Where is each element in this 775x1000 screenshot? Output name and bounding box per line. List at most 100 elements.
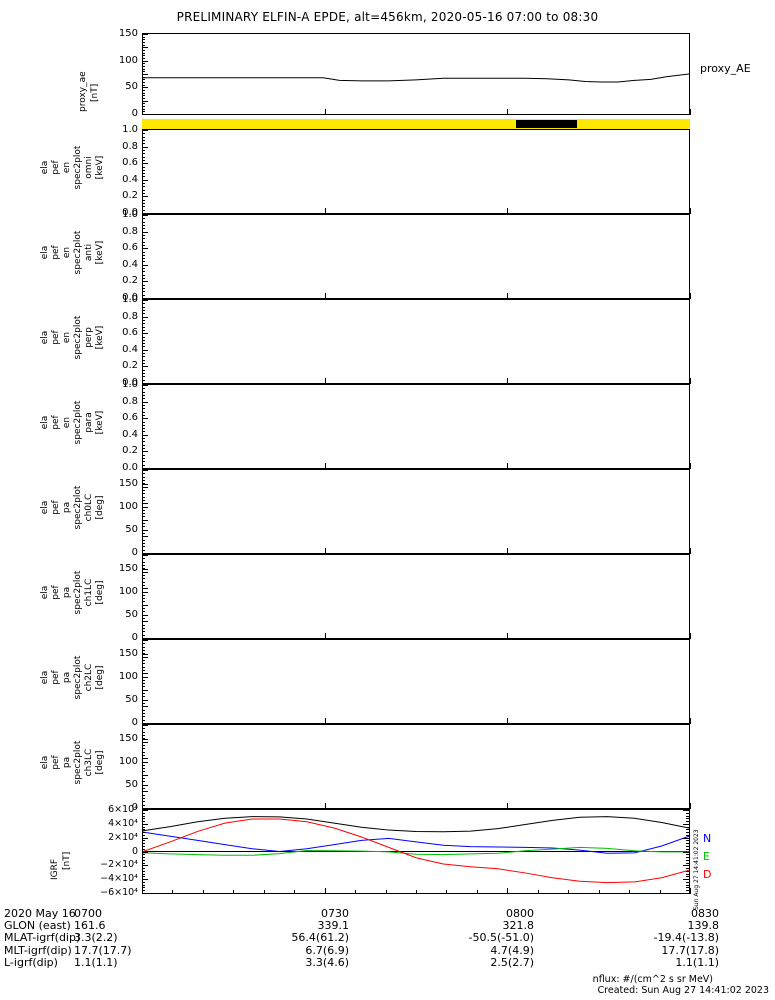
ytick-minor xyxy=(142,631,145,633)
ytick-minor xyxy=(142,251,145,253)
panel-ela-pef-pa-ch3lc xyxy=(142,724,690,809)
ytick-minor xyxy=(142,34,148,35)
ytick-minor xyxy=(142,36,145,38)
ytick-minor xyxy=(142,499,145,501)
ytick-minor xyxy=(142,241,145,243)
ytick-minor xyxy=(142,818,145,820)
ytick-mark xyxy=(142,761,148,763)
ytick-minor xyxy=(142,268,145,270)
proxy-ae-right-label: proxy_AE xyxy=(700,62,751,75)
ytick-minor xyxy=(142,68,145,70)
xtick-mark xyxy=(690,293,691,299)
xtick-mark xyxy=(507,803,509,809)
ytick-minor xyxy=(142,843,145,845)
ytick-minor xyxy=(142,98,145,99)
axis-label-line: pa xyxy=(62,756,72,769)
ytick-minor-right xyxy=(686,826,689,828)
ytick-minor xyxy=(142,496,145,498)
ytick-minor-right xyxy=(686,862,689,864)
ytick-label: 6×10⁴ xyxy=(108,804,138,815)
ytick-minor xyxy=(142,659,145,661)
ytick-minor-right xyxy=(683,893,689,894)
ytick-label: 100 xyxy=(118,585,138,597)
ytick-minor xyxy=(142,156,145,158)
ytick-minor xyxy=(142,363,145,365)
table-cell: -19.4(-13.8) xyxy=(653,931,719,945)
ytick-minor xyxy=(142,258,145,260)
ytick-minor xyxy=(142,669,145,671)
xtick-mark xyxy=(142,109,143,115)
ytick-minor xyxy=(142,391,145,393)
ytick-minor xyxy=(142,306,145,308)
axis-label-line: spec2plot xyxy=(73,315,83,360)
xtick-mark xyxy=(324,803,326,809)
ytick-minor xyxy=(142,176,145,178)
ytick-minor xyxy=(142,44,145,46)
ytick-minor xyxy=(142,95,145,97)
ytick-minor xyxy=(142,553,148,554)
ytick-minor xyxy=(142,383,148,384)
ytick-minor xyxy=(142,414,145,416)
ytick-label: 1.0 xyxy=(122,294,138,305)
ytick-minor xyxy=(142,666,145,668)
xtick-mark xyxy=(507,463,509,469)
ytick-minor xyxy=(142,862,145,864)
ytick-minor xyxy=(142,519,148,521)
ytick-minor xyxy=(142,199,145,201)
ytick-minor xyxy=(142,111,145,113)
ytick-minor xyxy=(142,543,145,545)
ytick-minor xyxy=(142,574,145,576)
ytick-minor xyxy=(142,166,145,168)
ytick-minor xyxy=(142,686,145,688)
ytick-minor xyxy=(142,404,145,406)
ytick-minor xyxy=(142,493,145,495)
ytick-label: 100 xyxy=(118,54,138,66)
panel-ela-pef-en-perp xyxy=(142,299,690,384)
ytick-minor xyxy=(142,854,145,856)
xtick-minor xyxy=(416,890,417,894)
series-D xyxy=(143,818,689,884)
ytick-minor-right xyxy=(686,884,689,886)
xtick-mark xyxy=(690,109,691,115)
ytick-label: 0.2 xyxy=(122,360,138,372)
ytick-mark xyxy=(142,676,148,678)
ytick-minor xyxy=(142,444,145,446)
axis-label-line: pef xyxy=(51,755,61,770)
ytick-minor xyxy=(142,326,145,328)
ytick-label: 2×10⁴ xyxy=(108,831,138,843)
axis-label-line: en xyxy=(62,331,72,344)
ytick-minor xyxy=(142,398,145,400)
science-zone-strip xyxy=(142,119,690,129)
axis-label-line: pef xyxy=(51,160,61,175)
axis-label-line: pa xyxy=(62,671,72,684)
ytick-minor xyxy=(142,713,145,715)
xtick-mark xyxy=(690,718,691,724)
axis-label-line: ela xyxy=(40,500,50,515)
ytick-label: 0.0 xyxy=(122,377,138,388)
panel-ela-pef-pa-ch0lc xyxy=(142,469,690,554)
ytick-minor xyxy=(142,893,148,894)
ytick-minor xyxy=(142,741,148,743)
table-cell: 6.7(6.9) xyxy=(305,943,349,957)
ytick-minor xyxy=(142,428,145,430)
ytick-minor xyxy=(142,333,148,335)
ytick-minor xyxy=(142,303,145,305)
ytick-label: 100 xyxy=(118,755,138,767)
ytick-label: 0.6 xyxy=(122,157,138,169)
ytick-minor xyxy=(142,881,145,883)
panel-ela-pef-pa-ch1lc xyxy=(142,554,690,639)
axis-label-line: pef xyxy=(51,500,61,515)
xtick-mark xyxy=(142,293,143,299)
ytick-minor xyxy=(142,794,145,796)
ytick-minor xyxy=(142,758,148,760)
table-cell: 1.1(1.1) xyxy=(74,955,118,969)
ytick-minor xyxy=(142,261,145,263)
ytick-minor-right xyxy=(686,854,689,856)
ytick-minor xyxy=(142,798,145,800)
ytick-minor xyxy=(142,468,148,469)
ytick-minor xyxy=(142,394,145,396)
xtick-minor xyxy=(507,890,509,894)
ytick-label: 0.2 xyxy=(122,445,138,457)
xtick-minor xyxy=(263,890,265,894)
ytick-minor xyxy=(142,608,145,610)
